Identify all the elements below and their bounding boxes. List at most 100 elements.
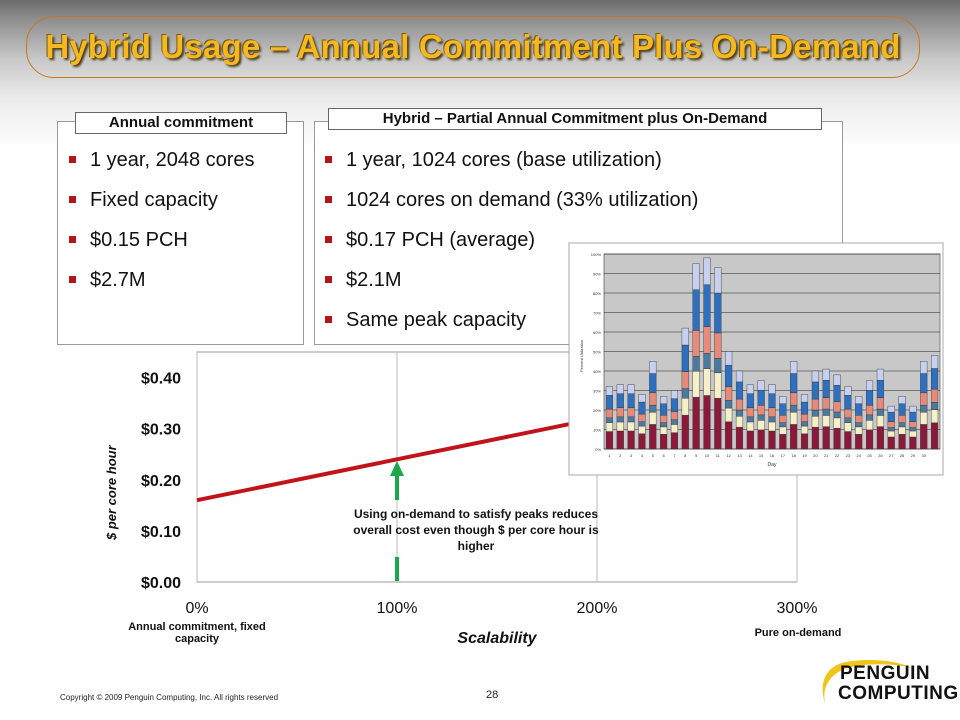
page-title: Hybrid Usage – Annual Commitment Plus On… (45, 28, 901, 65)
inset-bar-segment (692, 396, 700, 450)
inset-bar-segment (670, 398, 679, 412)
inset-x-tick: 8 (684, 453, 687, 458)
inset-bar-segment (605, 417, 613, 423)
inset-x-tick: 21 (824, 453, 829, 458)
inset-bar-segment (800, 421, 809, 427)
inset-bar-segment (779, 434, 787, 450)
inset-bar-segment (638, 433, 646, 450)
annual-bullet-text: $2.7M (90, 269, 146, 291)
inset-bar-segment (865, 390, 874, 406)
inset-bar-segment (865, 414, 874, 421)
inset-bar-segment (887, 421, 895, 428)
inset-x-tick: 13 (737, 453, 742, 458)
inset-bar-segment (822, 397, 830, 410)
inset-bar-segment (909, 411, 917, 422)
inset-bar-segment (876, 380, 884, 399)
inset-bar-segment (703, 284, 711, 327)
inset-bar-segment (768, 384, 776, 394)
hybrid-bullet-text: Same peak capacity (346, 309, 527, 331)
inset-bar-segment (898, 434, 906, 450)
inset-bar-segment (714, 292, 722, 334)
hybrid-bullet-text: $2.1M (346, 269, 402, 291)
inset-bar-segment (876, 397, 884, 410)
hybrid-label: Hybrid – Partial Annual Commitment plus … (328, 108, 822, 130)
hybrid-bullet-text: $0.17 PCH (average) (346, 229, 535, 251)
inset-x-tick: 30 (922, 453, 927, 458)
inset-bar-segment (746, 407, 754, 418)
inset-x-tick: 23 (846, 453, 851, 458)
x-annotation-annual: Annual commitment, fixed capacity (128, 621, 266, 645)
inset-x-tick: 19 (802, 453, 807, 458)
inset-bar-segment (627, 393, 635, 409)
inset-bar-segment (920, 361, 928, 374)
inset-bar-segment (909, 427, 917, 432)
inset-bar-segment (714, 398, 722, 450)
inset-bar-segment (811, 398, 819, 411)
inset-x-tick: 6 (662, 453, 665, 458)
bullet-square-icon (325, 196, 332, 203)
inset-x-tick: 3 (630, 453, 633, 458)
inset-bar-segment (876, 408, 884, 416)
inset-y-tick: 30% (593, 389, 601, 394)
inset-bar-segment (735, 409, 744, 417)
inset-bar-segment (692, 289, 700, 331)
hybrid-bullet-list: 1 year, 1024 cores (base utilization) 102… (322, 148, 698, 348)
bullet-square-icon (69, 276, 76, 283)
inset-bar-segment (855, 403, 863, 416)
inset-bar-segment (876, 415, 884, 427)
inset-x-tick: 26 (878, 453, 883, 458)
inset-bar-segment (703, 257, 711, 285)
inset-bar-segment (768, 416, 776, 423)
inset-x-tick: 15 (759, 453, 764, 458)
inset-bar-segment (931, 355, 939, 369)
inset-bar-segment (746, 393, 754, 409)
inset-bar-segment (735, 416, 744, 428)
inset-bar-segment (931, 388, 939, 403)
inset-bar-segment (855, 434, 863, 450)
inset-bar-segment (746, 384, 754, 394)
inset-bar-segment (833, 411, 841, 419)
inset-bar-segment (692, 370, 700, 398)
inset-bar-segment (670, 424, 679, 433)
inset-x-tick: 1 (608, 453, 611, 458)
y-tick-label: $0.40 (141, 371, 181, 388)
inset-bar-segment (800, 425, 809, 434)
inset-bar-segment (833, 428, 841, 450)
inset-bar-segment (768, 407, 776, 418)
utilization-bar-chart: 0%10%20%30%40%50%60%70%80%90%100%1 2 3 4 5 6 7… (568, 242, 944, 476)
y-tick-label: $0.00 (141, 575, 181, 592)
inset-bar-segment (779, 403, 787, 416)
annual-commitment-label: Annual commitment (75, 112, 287, 134)
inset-bar-segment (616, 407, 624, 418)
inset-x-tick: 5 (652, 453, 655, 458)
annual-bullet-text: $0.15 PCH (90, 229, 188, 251)
bullet-square-icon (69, 156, 76, 163)
inset-bar-segment (768, 393, 776, 409)
inset-bar-segment (638, 421, 646, 427)
inset-bar-segment (649, 373, 657, 394)
inset-x-tick: 7 (673, 453, 676, 458)
inset-bar-segment (822, 380, 830, 399)
inset-x-tick: 27 (889, 453, 894, 458)
inset-x-tick: 25 (867, 453, 872, 458)
inset-bar-segment (800, 433, 809, 450)
annual-bullet: $0.15 PCH (66, 228, 255, 252)
inset-bar-segment (735, 398, 744, 411)
inset-y-label: Percent Utilization (579, 340, 584, 372)
y-tick-label: $0.10 (141, 524, 181, 541)
inset-bar-segment (746, 430, 754, 450)
inset-bar-segment (746, 416, 754, 423)
inset-bar-segment (670, 432, 679, 450)
inset-bar-segment (703, 368, 711, 396)
hybrid-bullet: Same peak capacity (322, 308, 698, 332)
inset-bar-segment (790, 373, 798, 394)
inset-bar-segment (605, 422, 613, 432)
inset-bar-segment (638, 413, 646, 422)
annual-bullet: $2.7M (66, 268, 255, 292)
inset-bar-segment (790, 361, 798, 374)
inset-bar-segment (920, 392, 928, 406)
inset-bar-segment (725, 421, 733, 450)
hybrid-bullet-text: 1 year, 1024 cores (base utilization) (346, 149, 662, 171)
inset-bar-segment (649, 411, 657, 425)
annual-commitment-box (57, 121, 304, 345)
